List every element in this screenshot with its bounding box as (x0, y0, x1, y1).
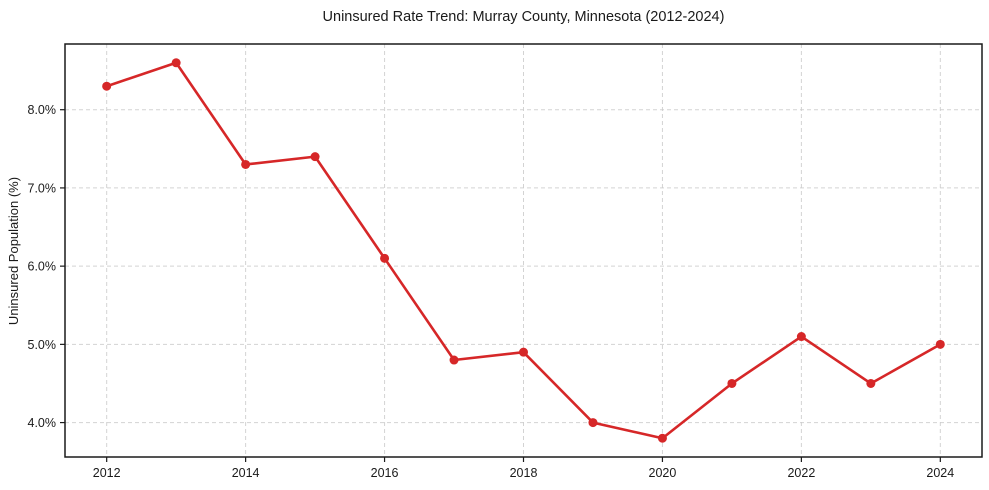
data-point-2019 (588, 418, 598, 428)
x-tick-label: 2016 (371, 466, 399, 480)
data-point-2013 (171, 58, 181, 68)
y-tick-label: 5.0% (28, 338, 57, 352)
y-tick-label: 7.0% (28, 181, 57, 195)
data-point-2018 (519, 347, 528, 357)
data-point-2017 (449, 355, 459, 365)
x-tick-label: 2018 (510, 466, 538, 480)
data-point-2015 (310, 152, 320, 162)
data-point-2023 (866, 378, 876, 388)
chart-title: Uninsured Rate Trend: Murray County, Min… (322, 9, 725, 25)
x-tick-label: 2012 (93, 466, 121, 480)
data-point-2021 (727, 378, 737, 388)
x-tick-label: 2022 (787, 466, 815, 480)
x-tick-label: 2020 (649, 466, 677, 480)
data-point-2022 (796, 332, 806, 342)
data-point-2016 (380, 253, 390, 263)
y-tick-label: 6.0% (28, 260, 57, 274)
y-tick-label: 8.0% (28, 103, 57, 117)
data-point-2012 (102, 81, 112, 91)
data-point-2024 (935, 339, 945, 349)
y-tick-label: 4.0% (28, 416, 57, 430)
x-tick-label: 2024 (926, 466, 954, 480)
x-tick-label: 2014 (232, 466, 260, 480)
data-point-2014 (241, 159, 251, 169)
data-point-2020 (657, 433, 667, 443)
